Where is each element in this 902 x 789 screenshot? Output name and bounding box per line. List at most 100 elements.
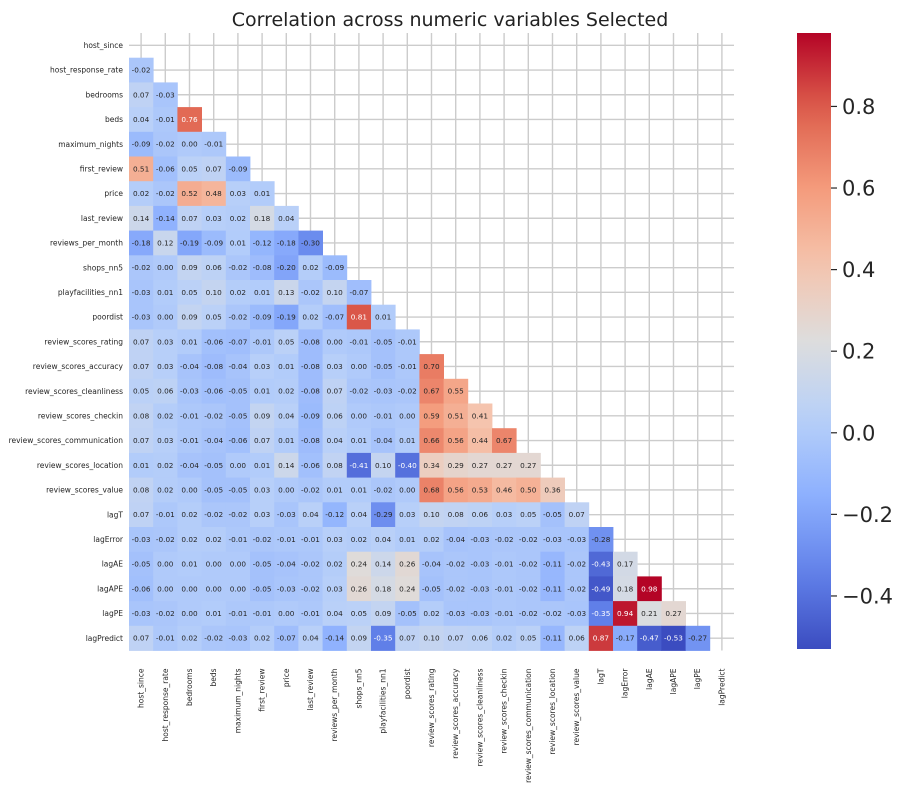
cell-value-label: 0.00 — [399, 411, 416, 420]
y-tick-label: first_review — [80, 164, 123, 173]
heatmap-cell — [346, 280, 372, 306]
cell-value-label: 0.06 — [157, 387, 174, 396]
cell-value-label: 0.26 — [351, 584, 368, 593]
cell-value-label: 0.00 — [278, 609, 295, 618]
cell-value-label: 0.02 — [254, 634, 270, 643]
cell-value-label: -0.03 — [470, 560, 489, 569]
heatmap-cell — [298, 527, 323, 553]
heatmap-cell — [492, 601, 517, 627]
cell-value-label: -0.53 — [664, 634, 683, 643]
heatmap-cell — [298, 625, 323, 651]
heatmap-cell — [274, 304, 299, 330]
heatmap-cell — [443, 576, 469, 602]
heatmap-cell — [564, 551, 590, 577]
cell-value-label: 0.09 — [375, 609, 392, 618]
heatmap-cell — [467, 452, 493, 478]
cell-value-label: 0.04 — [327, 436, 344, 445]
cell-value-label: 0.03 — [496, 510, 513, 519]
cell-value-label: 0.10 — [423, 510, 440, 519]
heatmap-cell — [177, 452, 202, 478]
heatmap-cell — [564, 527, 590, 553]
heatmap-cell — [201, 527, 227, 553]
heatmap-cell — [346, 304, 372, 330]
cell-value-label: 0.02 — [423, 535, 439, 544]
cell-value-label: 0.21 — [641, 609, 657, 618]
heatmap-cell — [177, 329, 202, 355]
heatmap-cell — [467, 403, 493, 429]
cell-value-label: 0.87 — [593, 634, 610, 643]
cell-value-label: -0.02 — [132, 263, 151, 272]
cell-value-label: -0.02 — [519, 535, 538, 544]
cell-value-label: -0.02 — [446, 560, 465, 569]
cell-value-label: 0.03 — [157, 337, 174, 346]
heatmap-cell — [201, 205, 227, 231]
heatmap-cell — [322, 280, 348, 306]
heatmap-cell — [129, 156, 154, 182]
y-tick-label: lagAPE — [97, 584, 123, 593]
cell-value-label: -0.20 — [277, 263, 296, 272]
cell-value-label: -0.01 — [228, 609, 247, 618]
heatmap-cell — [201, 255, 227, 281]
cell-value-label: 0.00 — [327, 337, 344, 346]
x-tick-label: lagPredict — [717, 668, 726, 705]
heatmap-cell — [298, 304, 323, 330]
colorbar-tick-label: 0.2 — [842, 340, 875, 364]
heatmap-cell — [177, 304, 202, 330]
cell-value-label: 0.07 — [133, 90, 150, 99]
cell-value-label: -0.18 — [277, 238, 296, 247]
heatmap-cell — [322, 527, 348, 553]
heatmap-cell — [177, 230, 202, 256]
heatmap-cell — [564, 601, 590, 627]
cell-value-label: -0.08 — [301, 337, 320, 346]
cell-value-label: 0.76 — [181, 115, 198, 124]
y-tick-label: lagT — [107, 510, 123, 519]
heatmap-cell — [322, 551, 348, 577]
heatmap-cell — [540, 477, 565, 503]
cell-value-label: 0.12 — [157, 238, 173, 247]
colorbar-gradient — [797, 33, 831, 649]
x-tick-label: review_scores_location — [548, 668, 557, 754]
cell-value-label: 0.07 — [133, 510, 150, 519]
heatmap-cell — [250, 354, 275, 380]
heatmap-cell — [419, 527, 444, 553]
heatmap-cell — [177, 403, 202, 429]
cell-value-label: -0.02 — [398, 387, 417, 396]
heatmap-cell — [225, 502, 251, 528]
cell-value-label: -0.09 — [132, 140, 151, 149]
heatmap-cell — [225, 477, 251, 503]
heatmap-cell — [274, 576, 299, 602]
cell-value-label: -0.03 — [446, 609, 465, 618]
heatmap-cell — [443, 601, 469, 627]
cell-value-label: -0.09 — [204, 238, 223, 247]
heatmap-cell — [371, 304, 396, 330]
heatmap-cell — [153, 280, 178, 306]
cell-value-label: 0.03 — [327, 535, 344, 544]
cell-value-label: 0.36 — [544, 485, 561, 494]
heatmap-cell — [540, 527, 565, 553]
heatmap-cell — [129, 601, 154, 627]
heatmap-cell — [129, 304, 154, 330]
cell-value-label: -0.01 — [253, 609, 272, 618]
heatmap-cell — [322, 329, 348, 355]
cell-value-label: 0.03 — [327, 584, 344, 593]
heatmap-cell — [129, 107, 154, 133]
heatmap-cell — [637, 576, 662, 602]
x-tick-label: reviews_per_month — [330, 668, 339, 741]
cell-value-label: -0.30 — [301, 238, 320, 247]
cell-value-label: 0.03 — [157, 362, 174, 371]
heatmap-cell — [129, 428, 154, 454]
cell-value-label: -0.04 — [180, 362, 199, 371]
cell-value-label: -0.08 — [301, 436, 320, 445]
heatmap-cell — [201, 156, 227, 182]
heatmap-cell — [250, 502, 275, 528]
heatmap-cell — [395, 428, 420, 454]
cell-value-label: -0.11 — [543, 584, 562, 593]
cell-value-label: -0.02 — [301, 485, 320, 494]
heatmap-cell — [322, 428, 348, 454]
heatmap-cell — [322, 378, 348, 404]
heatmap-cell — [322, 452, 348, 478]
heatmap-cell — [492, 477, 517, 503]
heatmap-cell — [298, 551, 323, 577]
cell-value-label: -0.01 — [374, 411, 393, 420]
cell-value-label: -0.03 — [567, 609, 586, 618]
